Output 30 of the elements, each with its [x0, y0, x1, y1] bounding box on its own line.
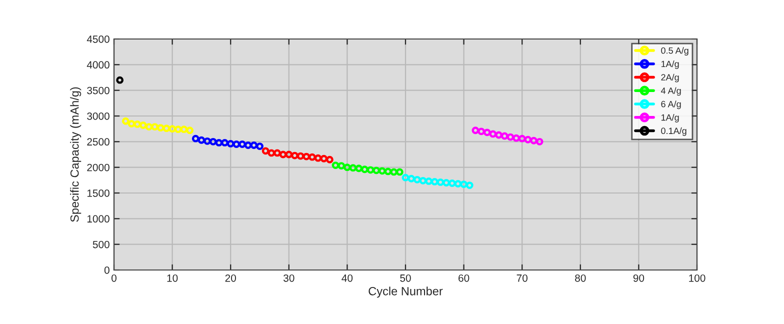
- y-tick-label: 2000: [87, 164, 110, 172]
- y-tick-label: 1000: [87, 215, 110, 223]
- x-tick-label: 40: [342, 274, 353, 282]
- y-tick-label: 4500: [86, 36, 110, 43]
- x-tick-label: 70: [516, 274, 528, 282]
- x-tick-label: 30: [284, 274, 294, 282]
- x-tick-label: 50: [400, 274, 411, 282]
- y-tick-label: 3500: [87, 86, 110, 94]
- legend-label: 2A/g: [661, 74, 679, 82]
- y-tick-label: 3000: [87, 112, 110, 120]
- legend-label: 0.5 A/g: [661, 47, 688, 56]
- x-tick-label: 90: [633, 274, 644, 282]
- legend-label: 6 A/g: [661, 100, 681, 110]
- legend-label: 4 A/g: [660, 87, 681, 96]
- legend-label: 0.1A/g: [661, 127, 686, 136]
- y-tick-label: 2500: [87, 138, 110, 146]
- x-tick-label: 80: [575, 274, 586, 282]
- x-tick-label: 60: [458, 274, 470, 282]
- y-tick-label: 4000: [86, 61, 110, 69]
- x-tick-label: 100: [689, 274, 706, 282]
- x-tick-label: 0: [112, 274, 116, 282]
- x-axis-title: Cycle Number: [368, 286, 443, 298]
- y-tick-label: 1500: [87, 190, 110, 197]
- y-axis-title: Specific Capacity (mAh/g): [70, 87, 82, 222]
- legend-label: 1A/g: [661, 60, 679, 69]
- legend-label: 1A/g: [661, 114, 679, 122]
- y-tick-label: 0: [104, 266, 110, 274]
- x-tick-label: 10: [167, 274, 178, 282]
- x-tick-label: 20: [225, 274, 236, 282]
- y-tick-label: 500: [92, 240, 110, 248]
